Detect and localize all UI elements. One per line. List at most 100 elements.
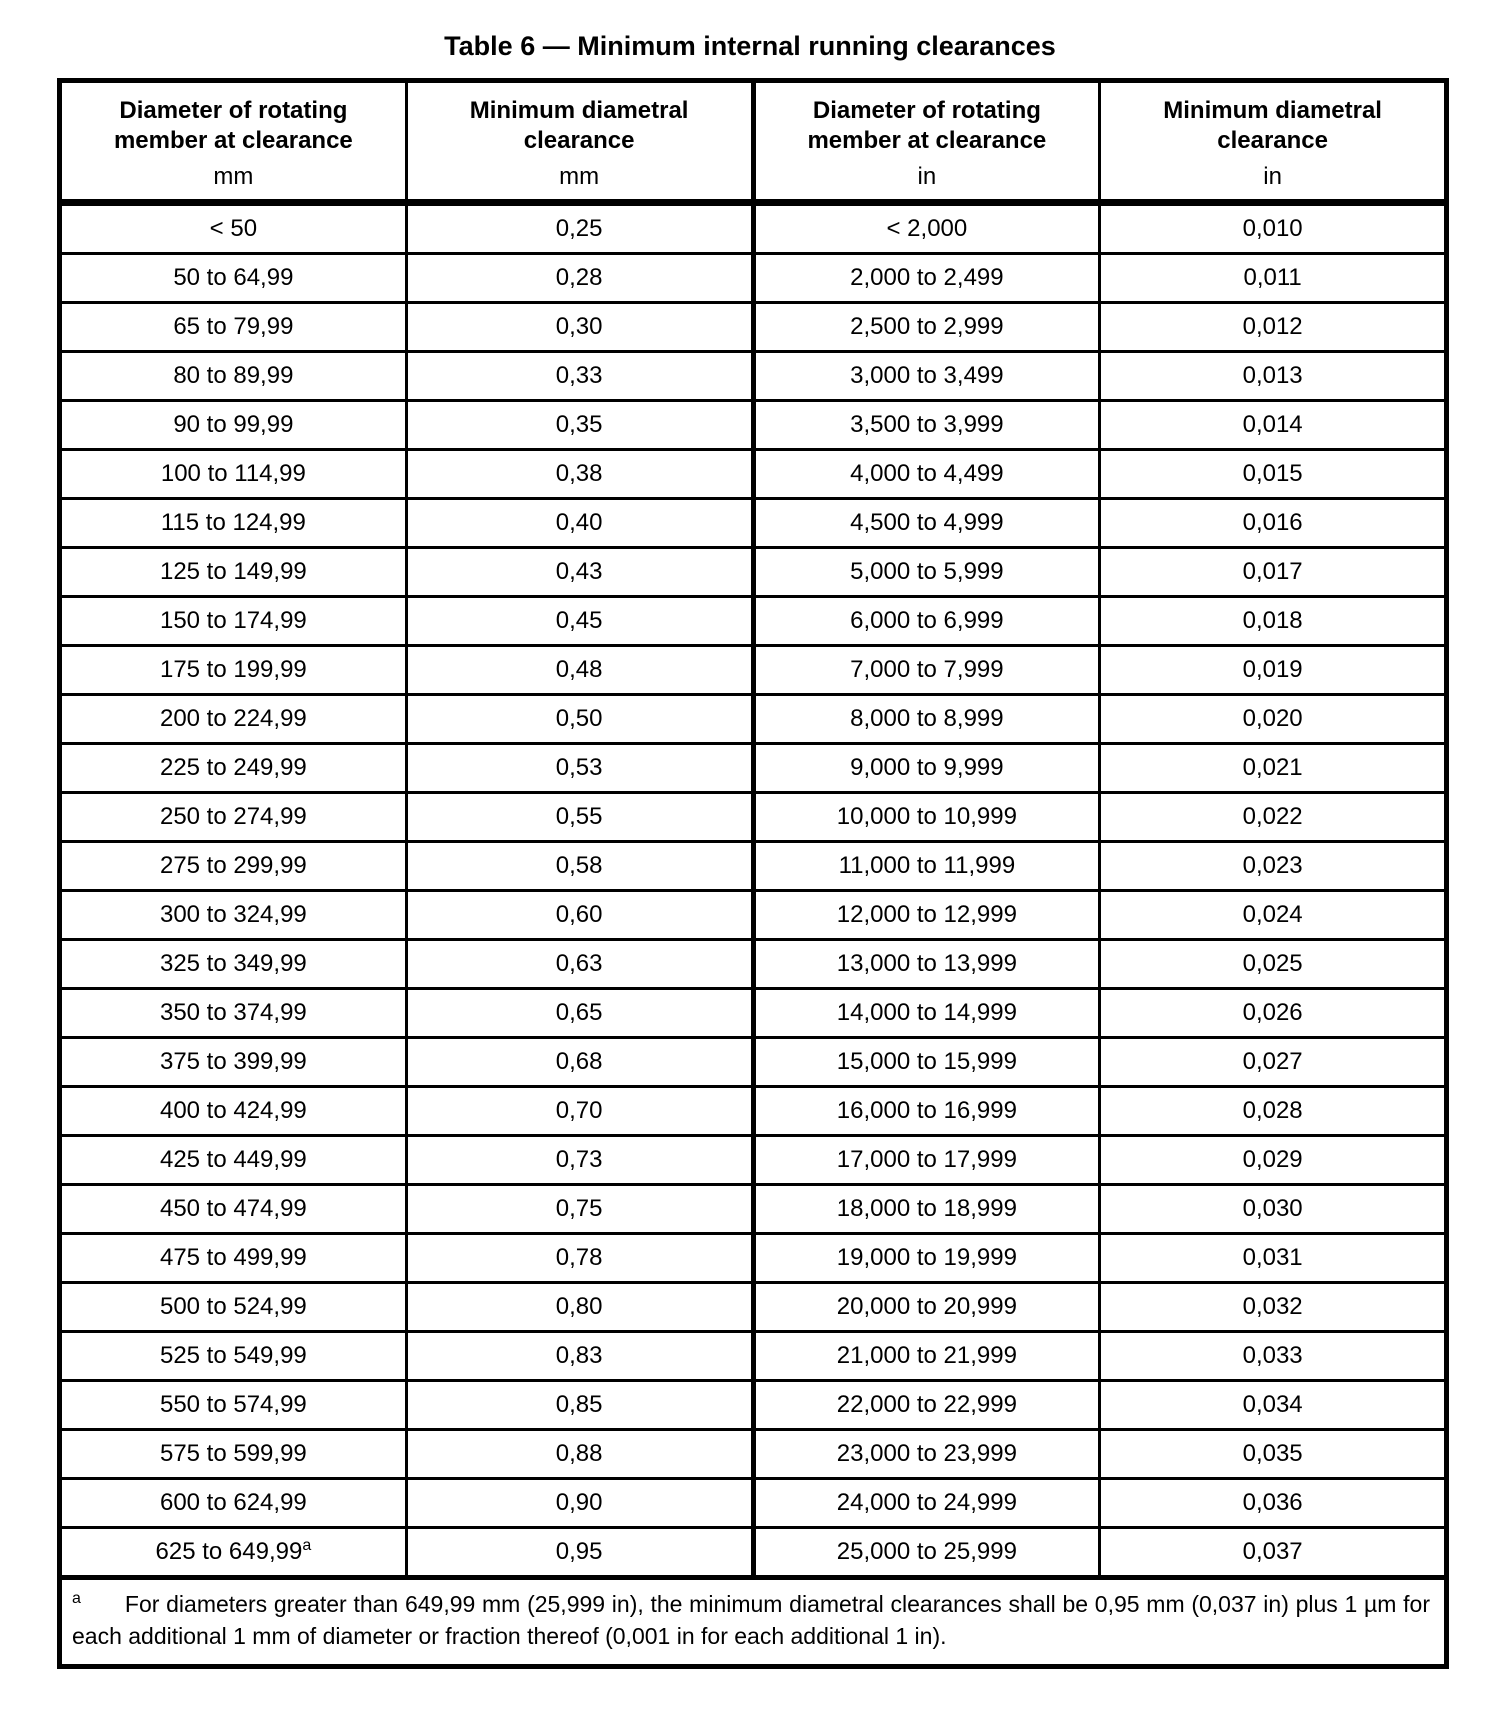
table-cell: 250 to 274,99 <box>58 791 408 843</box>
table-cell: 0,75 <box>404 1183 756 1235</box>
table-cell: 0,013 <box>1098 350 1448 402</box>
table-row: 125 to 149,99 0,43 5,000 to 5,999 0,017 <box>58 546 1448 598</box>
table-cell: 0,011 <box>1098 252 1448 304</box>
table-row: 100 to 114,99 0,38 4,000 to 4,499 0,015 <box>58 448 1448 500</box>
table-row: < 50 0,25 < 2,000 0,010 <box>58 201 1448 255</box>
table-row: 300 to 324,99 0,60 12,000 to 12,999 0,024 <box>58 889 1448 941</box>
table-cell: 325 to 349,99 <box>58 938 408 990</box>
footnote-text: For diameters greater than 649,99 mm (25… <box>72 1591 1430 1649</box>
table-cell: 0,58 <box>404 840 756 892</box>
table-cell: 0,95 <box>404 1526 756 1579</box>
header-label: Minimum diametral clearance <box>1163 97 1382 154</box>
table-cell: 0,036 <box>1098 1477 1448 1529</box>
header-cell-clearance-mm: Minimum diametral clearance mm <box>404 79 756 206</box>
table-cell: 125 to 149,99 <box>58 546 408 598</box>
table-cell: 300 to 324,99 <box>58 889 408 941</box>
table-row: 200 to 224,99 0,50 8,000 to 8,999 0,020 <box>58 693 1448 745</box>
header-label: Minimum diametral clearance <box>469 97 689 154</box>
table-cell: 7,000 to 7,999 <box>751 644 1102 696</box>
table-cell: 0,65 <box>404 987 756 1039</box>
table-cell: 350 to 374,99 <box>58 987 408 1039</box>
table-cell: 575 to 599,99 <box>58 1428 408 1480</box>
table-cell: 18,000 to 18,999 <box>751 1183 1102 1235</box>
table-row: 375 to 399,99 0,68 15,000 to 15,999 0,027 <box>58 1036 1448 1088</box>
table-cell: 16,000 to 16,999 <box>751 1085 1102 1137</box>
table-cell: 175 to 199,99 <box>58 644 408 696</box>
table-row: 225 to 249,99 0,53 9,000 to 9,999 0,021 <box>58 742 1448 794</box>
header-cell-diameter-in: Diameter of rotating member at clearance… <box>751 79 1102 206</box>
table-cell: 0,43 <box>404 546 756 598</box>
table-cell: 0,023 <box>1098 840 1448 892</box>
table-cell: 0,034 <box>1098 1379 1448 1431</box>
table-row: 325 to 349,99 0,63 13,000 to 13,999 0,025 <box>58 938 1448 990</box>
table-cell: 0,30 <box>404 301 756 353</box>
table-row: 90 to 99,99 0,35 3,500 to 3,999 0,014 <box>58 399 1448 451</box>
table-cell: 0,68 <box>404 1036 756 1088</box>
table-cell: < 2,000 <box>751 201 1102 255</box>
table-cell: 14,000 to 14,999 <box>751 987 1102 1039</box>
table-cell: 9,000 to 9,999 <box>751 742 1102 794</box>
header-unit: in <box>917 163 937 190</box>
table-cell: 8,000 to 8,999 <box>751 693 1102 745</box>
clearance-table: Diameter of rotating member at clearance… <box>57 78 1449 1669</box>
table-cell: 12,000 to 12,999 <box>751 889 1102 941</box>
table-cell: 0,53 <box>404 742 756 794</box>
table-cell: 24,000 to 24,999 <box>751 1477 1102 1529</box>
header-row: Diameter of rotating member at clearance… <box>58 79 1448 206</box>
table-row: 250 to 274,99 0,55 10,000 to 10,999 0,022 <box>58 791 1448 843</box>
table-cell: 400 to 424,99 <box>58 1085 408 1137</box>
table-cell: 0,40 <box>404 497 756 549</box>
table-cell: 22,000 to 22,999 <box>751 1379 1102 1431</box>
table-cell: 3,500 to 3,999 <box>751 399 1102 451</box>
table-cell: 0,73 <box>404 1134 756 1186</box>
table-cell: 115 to 124,99 <box>58 497 408 549</box>
footnote-marker: a <box>72 1590 81 1608</box>
footnote-row: a For diameters greater than 649,99 mm (2… <box>58 1575 1448 1668</box>
table-cell: 0,014 <box>1098 399 1448 451</box>
table-cell: 80 to 89,99 <box>58 350 408 402</box>
table-title: Table 6 — Minimum internal running clear… <box>444 31 1056 61</box>
table-cell: 0,88 <box>404 1428 756 1480</box>
table-cell: 0,28 <box>404 252 756 304</box>
table-cell: 0,35 <box>404 399 756 451</box>
header-label: Diameter of rotating member at clearance <box>113 97 353 154</box>
table-cell: 525 to 549,99 <box>58 1330 408 1382</box>
table-cell: 0,48 <box>404 644 756 696</box>
table-cell: 150 to 174,99 <box>58 595 408 647</box>
footnote: a For diameters greater than 649,99 mm (2… <box>58 1575 1448 1668</box>
table-row: 80 to 89,99 0,33 3,000 to 3,499 0,013 <box>58 350 1448 402</box>
table-cell: 0,022 <box>1098 791 1448 843</box>
table-cell: 0,019 <box>1098 644 1448 696</box>
table-row: 575 to 599,99 0,88 23,000 to 23,999 0,035 <box>58 1428 1448 1480</box>
table-cell: 0,38 <box>404 448 756 500</box>
table-cell: 13,000 to 13,999 <box>751 938 1102 990</box>
table-cell: 15,000 to 15,999 <box>751 1036 1102 1088</box>
table-cell: 475 to 499,99 <box>58 1232 408 1284</box>
table-cell: 2,500 to 2,999 <box>751 301 1102 353</box>
footnote-reference: a <box>302 1537 312 1554</box>
table-row: 150 to 174,99 0,45 6,000 to 6,999 0,018 <box>58 595 1448 647</box>
header-unit: mm <box>213 163 254 190</box>
table-cell: 0,50 <box>404 693 756 745</box>
table-row: 425 to 449,99 0,73 17,000 to 17,999 0,029 <box>58 1134 1448 1186</box>
table-body: < 50 0,25 < 2,000 0,010 50 to 64,99 0,28 2,000… <box>58 201 1448 1579</box>
table-cell: 0,45 <box>404 595 756 647</box>
table-cell: 225 to 249,99 <box>58 742 408 794</box>
table-cell: 600 to 624,99 <box>58 1477 408 1529</box>
table-row: 350 to 374,99 0,65 14,000 to 14,999 0,026 <box>58 987 1448 1039</box>
header-unit: mm <box>559 163 600 190</box>
table-cell: 0,025 <box>1098 938 1448 990</box>
table-footer: a For diameters greater than 649,99 mm (2… <box>58 1575 1448 1668</box>
table-cell: 375 to 399,99 <box>58 1036 408 1088</box>
table-cell: 17,000 to 17,999 <box>751 1134 1102 1186</box>
table-cell: 0,63 <box>404 938 756 990</box>
table-cell: 4,500 to 4,999 <box>751 497 1102 549</box>
table-cell: 450 to 474,99 <box>58 1183 408 1235</box>
table-cell: 0,020 <box>1098 693 1448 745</box>
table-cell: 0,78 <box>404 1232 756 1284</box>
table-cell: 0,60 <box>404 889 756 941</box>
table-cell: 0,026 <box>1098 987 1448 1039</box>
header-cell-diameter-mm: Diameter of rotating member at clearance… <box>58 79 408 206</box>
table-cell: 2,000 to 2,499 <box>751 252 1102 304</box>
